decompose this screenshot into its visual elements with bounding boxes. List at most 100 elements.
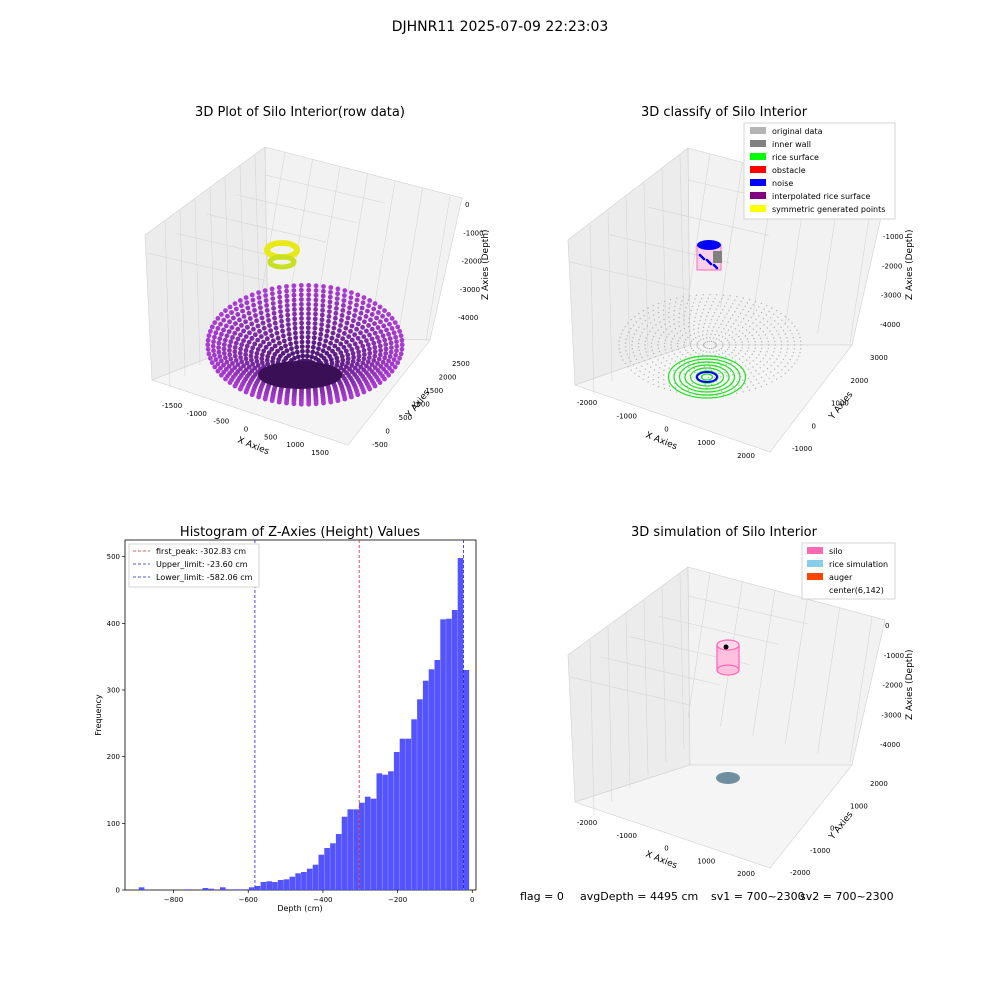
original-point (716, 319, 718, 321)
original-point (773, 313, 775, 315)
original-point (650, 322, 652, 324)
original-point (760, 311, 763, 314)
original-point (678, 312, 681, 314)
original-point (784, 322, 786, 325)
raw-point (247, 316, 253, 321)
grid-line (569, 676, 691, 706)
zticks-tick: -1000 (463, 229, 483, 237)
original-point (745, 323, 747, 325)
histogram-bar (341, 816, 348, 890)
original-point (780, 347, 782, 350)
raw-point (285, 317, 291, 323)
original-point (738, 384, 740, 386)
histogram-bar (417, 699, 423, 890)
original-point (643, 315, 645, 317)
grid-line (607, 626, 613, 802)
original-point (793, 348, 795, 350)
raw-point (398, 351, 404, 357)
original-point (762, 317, 765, 320)
original-point (771, 354, 773, 357)
original-point (630, 369, 632, 371)
raw-point (258, 334, 264, 339)
raw-point (369, 336, 375, 342)
raw-point (265, 354, 271, 359)
original-point (639, 318, 641, 320)
original-point (635, 321, 638, 323)
raw-point (299, 330, 305, 335)
raw-point (226, 329, 232, 334)
original-point (653, 369, 656, 371)
original-point (660, 334, 662, 336)
raw-point (272, 352, 278, 357)
grid-line (264, 174, 386, 204)
raw-point (351, 355, 356, 360)
raw-point (347, 300, 353, 305)
raw-point (232, 330, 238, 336)
raw-point (244, 343, 250, 349)
raw-point (212, 364, 218, 370)
original-point (683, 344, 685, 346)
raw-point (299, 325, 305, 331)
raw-point (221, 317, 227, 323)
original-point (700, 349, 702, 351)
original-point (630, 319, 632, 321)
raw-point (305, 330, 311, 335)
raw-point (358, 330, 363, 336)
original-point (728, 309, 730, 312)
raw-point (339, 318, 344, 323)
raw-point (230, 361, 235, 366)
raw-point (249, 357, 254, 363)
histogram-bar (422, 680, 429, 890)
raw-point (340, 336, 346, 342)
raw-point (285, 322, 291, 327)
original-point (712, 341, 715, 343)
raw-point (356, 349, 361, 355)
raw-point (374, 315, 379, 321)
raw-point (299, 320, 304, 326)
original-point (752, 322, 754, 324)
original-point (673, 335, 676, 337)
raw-point (387, 336, 393, 342)
raw-point (386, 372, 391, 378)
original-point (695, 294, 698, 296)
original-point (760, 347, 763, 349)
original-point (694, 298, 696, 300)
raw-point (360, 360, 366, 366)
original-point (651, 339, 653, 341)
original-point (780, 362, 782, 364)
grid-line (205, 213, 327, 243)
original-point (685, 332, 687, 334)
histogram-bar (463, 670, 470, 890)
original-point (792, 336, 795, 339)
original-point (750, 307, 752, 309)
original-point (766, 361, 768, 363)
histogram-bar (359, 802, 365, 890)
histogram-bar (318, 854, 325, 890)
legend-label: Lower_limit: -582.06 cm (156, 573, 253, 582)
original-point (664, 323, 666, 325)
xticks-tick: 2000 (737, 870, 755, 878)
original-point (679, 308, 681, 310)
raw-point (334, 296, 340, 301)
original-point (674, 305, 676, 308)
original-point (752, 366, 754, 368)
raw-point (312, 316, 318, 322)
histogram-bar (220, 887, 226, 890)
original-point (723, 328, 725, 330)
original-point (758, 382, 760, 384)
histogram-bar (446, 618, 452, 890)
raw-point (281, 338, 287, 344)
histogram-bar (306, 868, 313, 890)
y-tick-label: 400 (107, 620, 120, 628)
original-point (675, 301, 677, 303)
original-point (759, 350, 762, 353)
raw-point (219, 312, 224, 317)
original-point (704, 304, 706, 307)
original-point (670, 347, 673, 349)
grid-line (679, 573, 685, 750)
original-point (766, 327, 768, 329)
raw-point (292, 316, 298, 322)
original-point (669, 303, 671, 305)
original-point (698, 353, 700, 355)
original-point (742, 326, 744, 329)
